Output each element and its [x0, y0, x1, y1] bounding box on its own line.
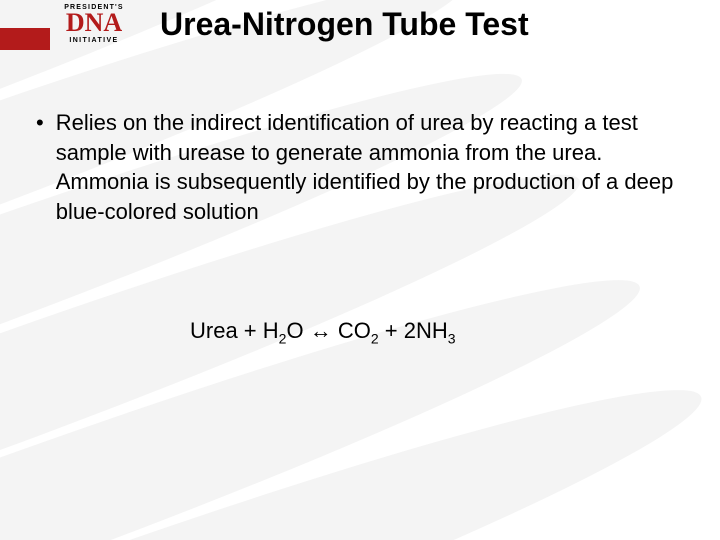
- slide-title: Urea-Nitrogen Tube Test: [160, 6, 529, 43]
- eq-urea: Urea: [190, 318, 238, 343]
- logo-bottom-text: INITIATIVE: [55, 37, 133, 44]
- logo-main-text: DNA: [55, 11, 133, 36]
- chemical-equation: Urea + H2O ↔ CO2 + 2NH3: [190, 318, 456, 344]
- bullet-marker: •: [36, 108, 44, 138]
- slide-body: • Relies on the indirect identification …: [36, 108, 676, 227]
- dna-helix-background: [0, 0, 720, 540]
- bullet-text: Relies on the indirect identification of…: [56, 108, 676, 227]
- accent-bar: [0, 28, 50, 50]
- dna-initiative-logo: PRESIDENT'S DNA INITIATIVE: [55, 4, 133, 44]
